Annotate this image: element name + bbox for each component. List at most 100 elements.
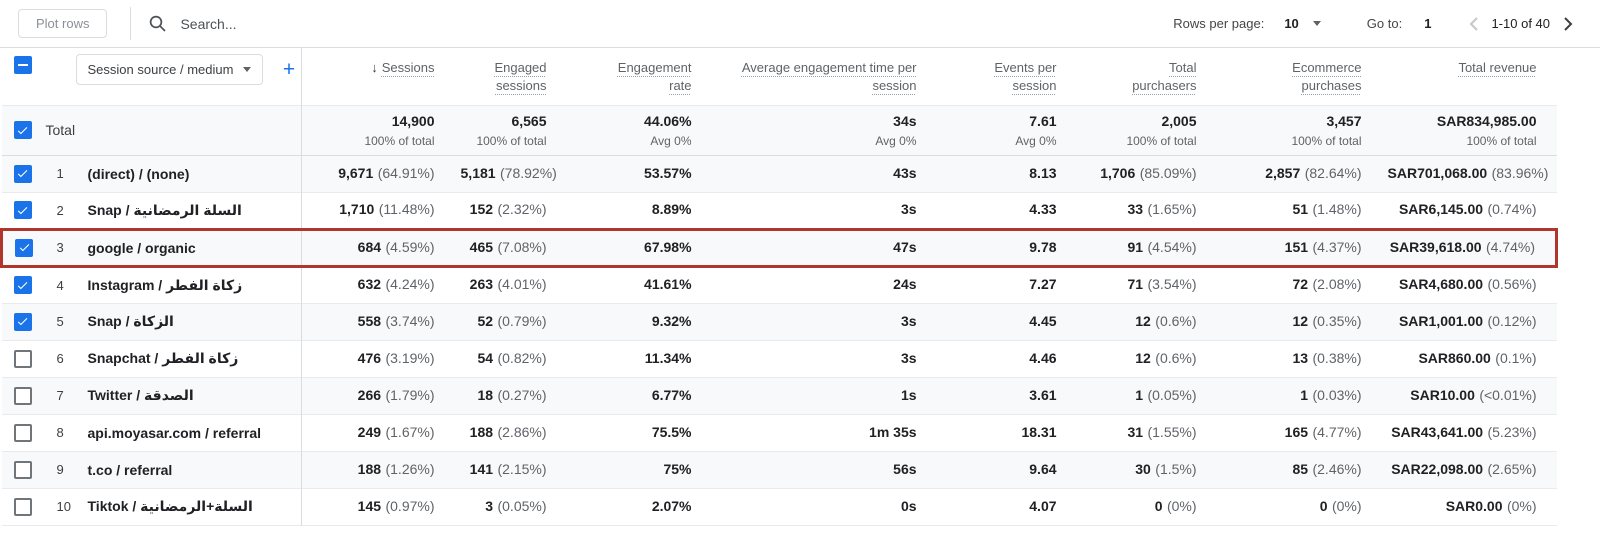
metric-value: 56s <box>893 460 917 477</box>
row-checkbox[interactable] <box>13 460 32 479</box>
total-total-purchasers: 2,005 100% of total <box>1076 105 1217 156</box>
metric-value: 152 <box>469 201 494 217</box>
metric-cell-total-purchasers: 12 (0.6%) <box>1077 340 1217 377</box>
metric-share: (0.05%) <box>497 497 547 514</box>
row-checkbox[interactable] <box>13 349 32 368</box>
column-header-label: Ecommerce purchases <box>1292 60 1362 93</box>
metric-cell-engagement-rate: 75% <box>567 451 712 488</box>
row-checkbox[interactable] <box>13 312 32 331</box>
row-number: 1 <box>56 166 64 181</box>
previous-page-icon[interactable] <box>1461 12 1485 36</box>
rows-per-page-value[interactable]: 10 <box>1284 16 1299 31</box>
column-header-ecommerce-purchases[interactable]: Ecommerce purchases <box>1217 48 1382 105</box>
metric-value: 53.57% <box>644 164 692 181</box>
metric-value: 72 <box>1292 276 1309 292</box>
metric-value: 75% <box>663 460 692 477</box>
table-row: 8 api.moyasar.com / referral 249 (1.67%) 18… <box>1 414 1557 451</box>
column-header-total-revenue[interactable]: Total revenue <box>1382 48 1557 105</box>
metric-cell-total-revenue: SAR701,068.00 (83.96%) <box>1382 155 1557 192</box>
metric-share: (4.01%) <box>497 276 547 292</box>
row-checkbox[interactable] <box>13 497 32 516</box>
row-number: 8 <box>56 425 64 440</box>
metric-value: 4.45 <box>1029 312 1057 329</box>
metric-value: 9,671 <box>338 164 374 181</box>
column-header-events-per-session[interactable]: Events per session <box>937 48 1077 105</box>
metric-value: 11.34% <box>644 349 692 366</box>
total-metric-value: 44.06% <box>644 112 692 129</box>
metric-value: 3 <box>485 497 494 514</box>
metric-share: (4.74%) <box>1485 238 1536 255</box>
dimension-selector[interactable]: Session source / medium <box>75 54 264 85</box>
check-icon <box>19 244 29 252</box>
metric-cell-sessions: 9,671 (64.91%) <box>301 155 455 192</box>
metric-cell-ecommerce-purchases: 13 (0.38%) <box>1217 340 1382 377</box>
metric-cell-total-revenue: SAR860.00 (0.1%) <box>1382 340 1557 377</box>
metric-share: (0.27%) <box>497 386 547 403</box>
table-row: 9 t.co / referral 188 (1.26%) 141 (2.15%) 75… <box>1 451 1557 488</box>
metric-cell-engagement-rate: 2.07% <box>567 488 712 525</box>
total-metric-sublabel: 100% of total <box>476 133 547 148</box>
metric-cell-engaged-sessions: 141 (2.15%) <box>455 451 567 488</box>
column-header-engaged-sessions[interactable]: Engaged sessions <box>455 48 567 105</box>
column-header-engagement-rate[interactable]: Engagement rate <box>567 48 712 105</box>
metric-value: 4.33 <box>1029 201 1057 217</box>
metric-value: 188 <box>357 460 382 477</box>
total-total-revenue: SAR834,985.00 100% of total <box>1381 105 1557 156</box>
metric-cell-sessions: 476 (3.19%) <box>301 340 455 377</box>
goto-page-value[interactable]: 1 <box>1424 16 1432 31</box>
row-number: 5 <box>56 314 64 329</box>
row-checkbox[interactable] <box>13 164 32 183</box>
row-number: 2 <box>56 202 64 218</box>
table-row: 4 Instagram / زكاة الفطر 632 (4.24%) 263 (4… <box>1 266 1557 303</box>
column-header-average-engagement-time-per-session[interactable]: Average engagement time per session <box>712 48 937 105</box>
row-checkbox[interactable] <box>13 276 32 294</box>
column-header-total-purchasers[interactable]: Total purchasers <box>1077 48 1217 105</box>
metric-share: (1.26%) <box>385 460 435 477</box>
metric-value: SAR39,618.00 <box>1389 238 1482 255</box>
metric-value: 141 <box>469 460 494 477</box>
plot-rows-button[interactable]: Plot rows <box>18 9 108 38</box>
rows-per-page-caret-icon[interactable] <box>1312 21 1321 26</box>
metric-cell-average-engagement-time-per-session: 1s <box>712 377 937 414</box>
row-checkbox[interactable] <box>13 386 32 405</box>
next-page-icon[interactable] <box>1556 12 1580 36</box>
metric-cell-total-revenue: SAR4,680.00 (0.56%) <box>1382 266 1557 303</box>
metric-value: 145 <box>357 497 382 514</box>
metric-cell-events-per-session: 9.64 <box>937 451 1077 488</box>
column-header-sessions[interactable]: ↓ Sessions <box>301 48 455 105</box>
metric-share: (0.1%) <box>1495 349 1537 366</box>
metric-value: 249 <box>357 423 382 440</box>
dimension-value: api.moyasar.com / referral <box>87 424 262 441</box>
metric-value: 7.27 <box>1029 276 1057 292</box>
metric-value: 1 <box>1135 386 1144 403</box>
metric-share: (1.55%) <box>1147 423 1197 440</box>
row-number: 3 <box>45 227 87 268</box>
metric-cell-events-per-session: 7.27 <box>937 266 1077 303</box>
metric-value: 18 <box>477 386 494 403</box>
metric-share: (0.38%) <box>1312 349 1362 366</box>
row-checkbox[interactable] <box>15 238 33 257</box>
metric-value: SAR0.00 <box>1445 497 1503 514</box>
add-dimension-button[interactable]: + <box>282 58 296 82</box>
select-all-checkbox[interactable] <box>13 56 32 74</box>
metric-share: (0%) <box>1331 497 1362 514</box>
metric-value: 54 <box>477 349 494 366</box>
table-totals: Total 14,900 100% of total 6,565 100% of to… <box>1 105 1557 156</box>
pagination-range: 1-10 of 40 <box>1491 16 1550 31</box>
metric-share: (0.56%) <box>1487 276 1537 292</box>
row-checkbox[interactable] <box>13 423 32 442</box>
metric-value: 85 <box>1292 460 1309 477</box>
metric-cell-sessions: 684 (4.59%) <box>301 227 455 268</box>
search-input[interactable] <box>178 14 499 33</box>
metric-value: 41.61% <box>644 276 692 292</box>
total-ecommerce-purchases: 3,457 100% of total <box>1216 105 1382 156</box>
total-row-checkbox[interactable] <box>13 121 32 139</box>
metric-value: SAR22,098.00 <box>1391 460 1484 477</box>
dimension-value: (direct) / (none) <box>87 165 190 182</box>
metric-value: 67.98% <box>644 238 692 255</box>
total-metric-value: SAR834,985.00 <box>1436 112 1537 129</box>
metric-cell-engaged-sessions: 52 (0.79%) <box>455 303 567 340</box>
metric-cell-ecommerce-purchases: 12 (0.35%) <box>1217 303 1382 340</box>
metric-cell-engaged-sessions: 5,181 (78.92%) <box>455 155 567 192</box>
row-checkbox[interactable] <box>13 201 32 219</box>
